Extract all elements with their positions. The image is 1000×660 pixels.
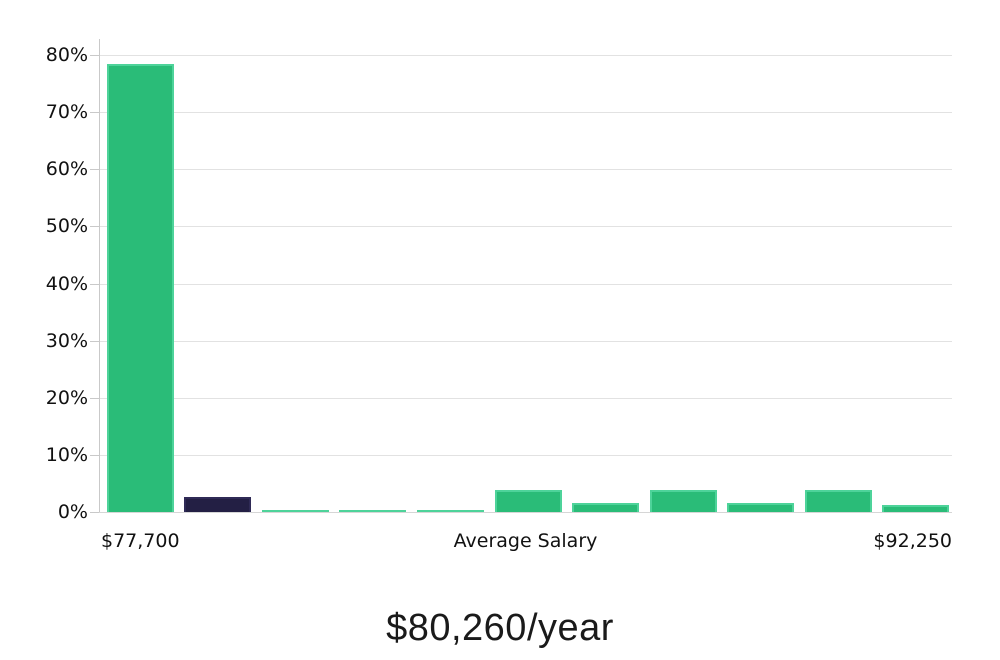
y-axis-tick xyxy=(90,112,99,114)
x-axis-label-min-salary: $77,700 xyxy=(100,530,180,552)
y-axis-tick xyxy=(90,340,99,342)
gridline xyxy=(99,340,952,342)
y-axis-tick xyxy=(90,283,99,285)
gridline xyxy=(99,169,952,171)
x-axis-label-average-salary: Average Salary xyxy=(453,530,598,552)
y-axis-tick-label: 0% xyxy=(57,501,88,523)
y-axis-tick xyxy=(90,454,99,456)
y-axis-tick xyxy=(90,226,99,228)
y-axis-tick xyxy=(90,512,99,513)
y-axis-tick xyxy=(90,169,99,171)
salary-bar[interactable] xyxy=(261,510,329,512)
y-axis-tick-label: 50% xyxy=(45,215,88,238)
y-axis-tick-label: 10% xyxy=(45,443,88,466)
average-salary-title: $80,260/year xyxy=(386,607,614,649)
gridline xyxy=(99,226,952,228)
y-axis-tick-label: 80% xyxy=(45,44,88,66)
salary-bar[interactable] xyxy=(727,503,795,512)
salary-bar[interactable] xyxy=(184,497,252,512)
gridline xyxy=(99,283,952,285)
gridline xyxy=(99,55,952,56)
salary-bar[interactable] xyxy=(882,504,950,512)
y-axis-tick xyxy=(90,55,99,56)
salary-bar[interactable] xyxy=(494,490,562,512)
gridline xyxy=(99,512,952,513)
y-axis-line xyxy=(99,39,100,512)
y-axis-tick-label: 30% xyxy=(45,329,88,352)
salary-bar[interactable] xyxy=(416,510,484,512)
gridline xyxy=(99,397,952,399)
y-axis-tick-label: 70% xyxy=(45,101,88,124)
x-axis-label-max-salary: $92,250 xyxy=(873,530,953,552)
y-axis-tick-label: 20% xyxy=(45,386,88,409)
y-axis-tick-label: 60% xyxy=(45,158,88,181)
salary-bar[interactable] xyxy=(106,63,174,512)
salary-bar[interactable] xyxy=(339,510,407,512)
salary-bar[interactable] xyxy=(649,490,717,512)
y-axis-tick xyxy=(90,397,99,399)
gridline xyxy=(99,454,952,456)
salary-bar[interactable] xyxy=(572,503,640,512)
salary-bar[interactable] xyxy=(804,490,872,512)
y-axis-tick-label: 40% xyxy=(45,272,88,295)
gridline xyxy=(99,112,952,114)
